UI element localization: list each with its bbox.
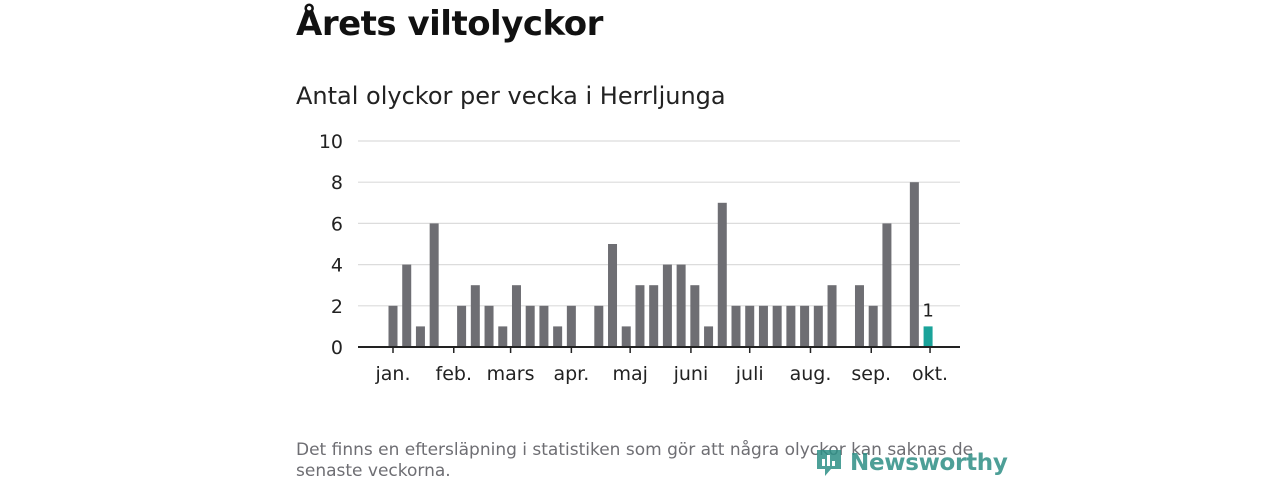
- data-label: 1: [922, 300, 933, 321]
- bar: [511, 285, 521, 347]
- x-tick-label: apr.: [553, 363, 589, 385]
- bar: [758, 305, 768, 347]
- page-title: Årets viltolyckor: [296, 4, 603, 44]
- y-axis-ticks: 0 2 4 6 8 10: [319, 131, 343, 359]
- bar: [498, 326, 508, 347]
- bar: [745, 305, 755, 347]
- x-tick-label: juli: [735, 363, 764, 385]
- bar: [457, 305, 467, 347]
- bar: [402, 264, 412, 347]
- bar: [854, 285, 864, 347]
- x-tick-label: jan.: [374, 363, 410, 385]
- y-tick-label: 0: [331, 337, 343, 359]
- bar: [539, 305, 549, 347]
- bar: [882, 223, 892, 347]
- newsworthy-logo-icon: [817, 450, 841, 476]
- bar: [621, 326, 631, 347]
- bar: [717, 202, 727, 347]
- y-tick-label: 6: [331, 213, 343, 235]
- logo-text: Newsworthy: [850, 450, 1008, 476]
- bar-highlight: [923, 326, 933, 347]
- x-tick-label: sep.: [851, 363, 891, 385]
- bar-chart: 0 2 4 6 8 10 jan. feb. mars apr. maj juni juli aug. s…: [319, 131, 960, 385]
- footnote: Det finns en eftersläpning i statistiken…: [296, 440, 974, 481]
- bar: [731, 305, 741, 347]
- bar: [813, 305, 823, 347]
- bar: [827, 285, 837, 347]
- bar: [772, 305, 782, 347]
- bar: [388, 305, 398, 347]
- bar: [553, 326, 563, 347]
- bar: [868, 305, 878, 347]
- chart-subtitle: Antal olyckor per vecka i Herrljunga: [296, 82, 726, 110]
- bar: [594, 305, 604, 347]
- x-axis-ticks: jan. feb. mars apr. maj juni juli aug. sep. okt.: [374, 347, 948, 385]
- bars: [388, 182, 933, 347]
- bar: [704, 326, 714, 347]
- x-tick-label: maj: [612, 363, 647, 385]
- y-tick-label: 10: [319, 131, 343, 153]
- x-tick-label: feb.: [436, 363, 472, 385]
- data-labels: 1: [922, 300, 933, 321]
- x-tick-label: aug.: [790, 363, 832, 385]
- bar: [909, 182, 919, 347]
- bar: [800, 305, 810, 347]
- bar: [676, 264, 686, 347]
- x-tick-label: okt.: [912, 363, 948, 385]
- x-tick-label: juni: [673, 363, 709, 385]
- bar: [608, 244, 618, 347]
- bar: [690, 285, 700, 347]
- x-tick-label: mars: [487, 363, 535, 385]
- grid-lines: [358, 140, 960, 307]
- bar: [662, 264, 672, 347]
- y-tick-label: 8: [331, 172, 343, 194]
- newsworthy-logo: Newsworthy: [814, 446, 1008, 480]
- bar: [470, 285, 480, 347]
- bar: [635, 285, 645, 347]
- bar: [649, 285, 659, 347]
- bar: [415, 326, 425, 347]
- bar: [566, 305, 576, 347]
- y-tick-label: 2: [331, 296, 343, 318]
- bar: [429, 223, 439, 347]
- y-tick-label: 4: [331, 255, 343, 277]
- bar: [484, 305, 494, 347]
- bar: [525, 305, 535, 347]
- bar: [786, 305, 796, 347]
